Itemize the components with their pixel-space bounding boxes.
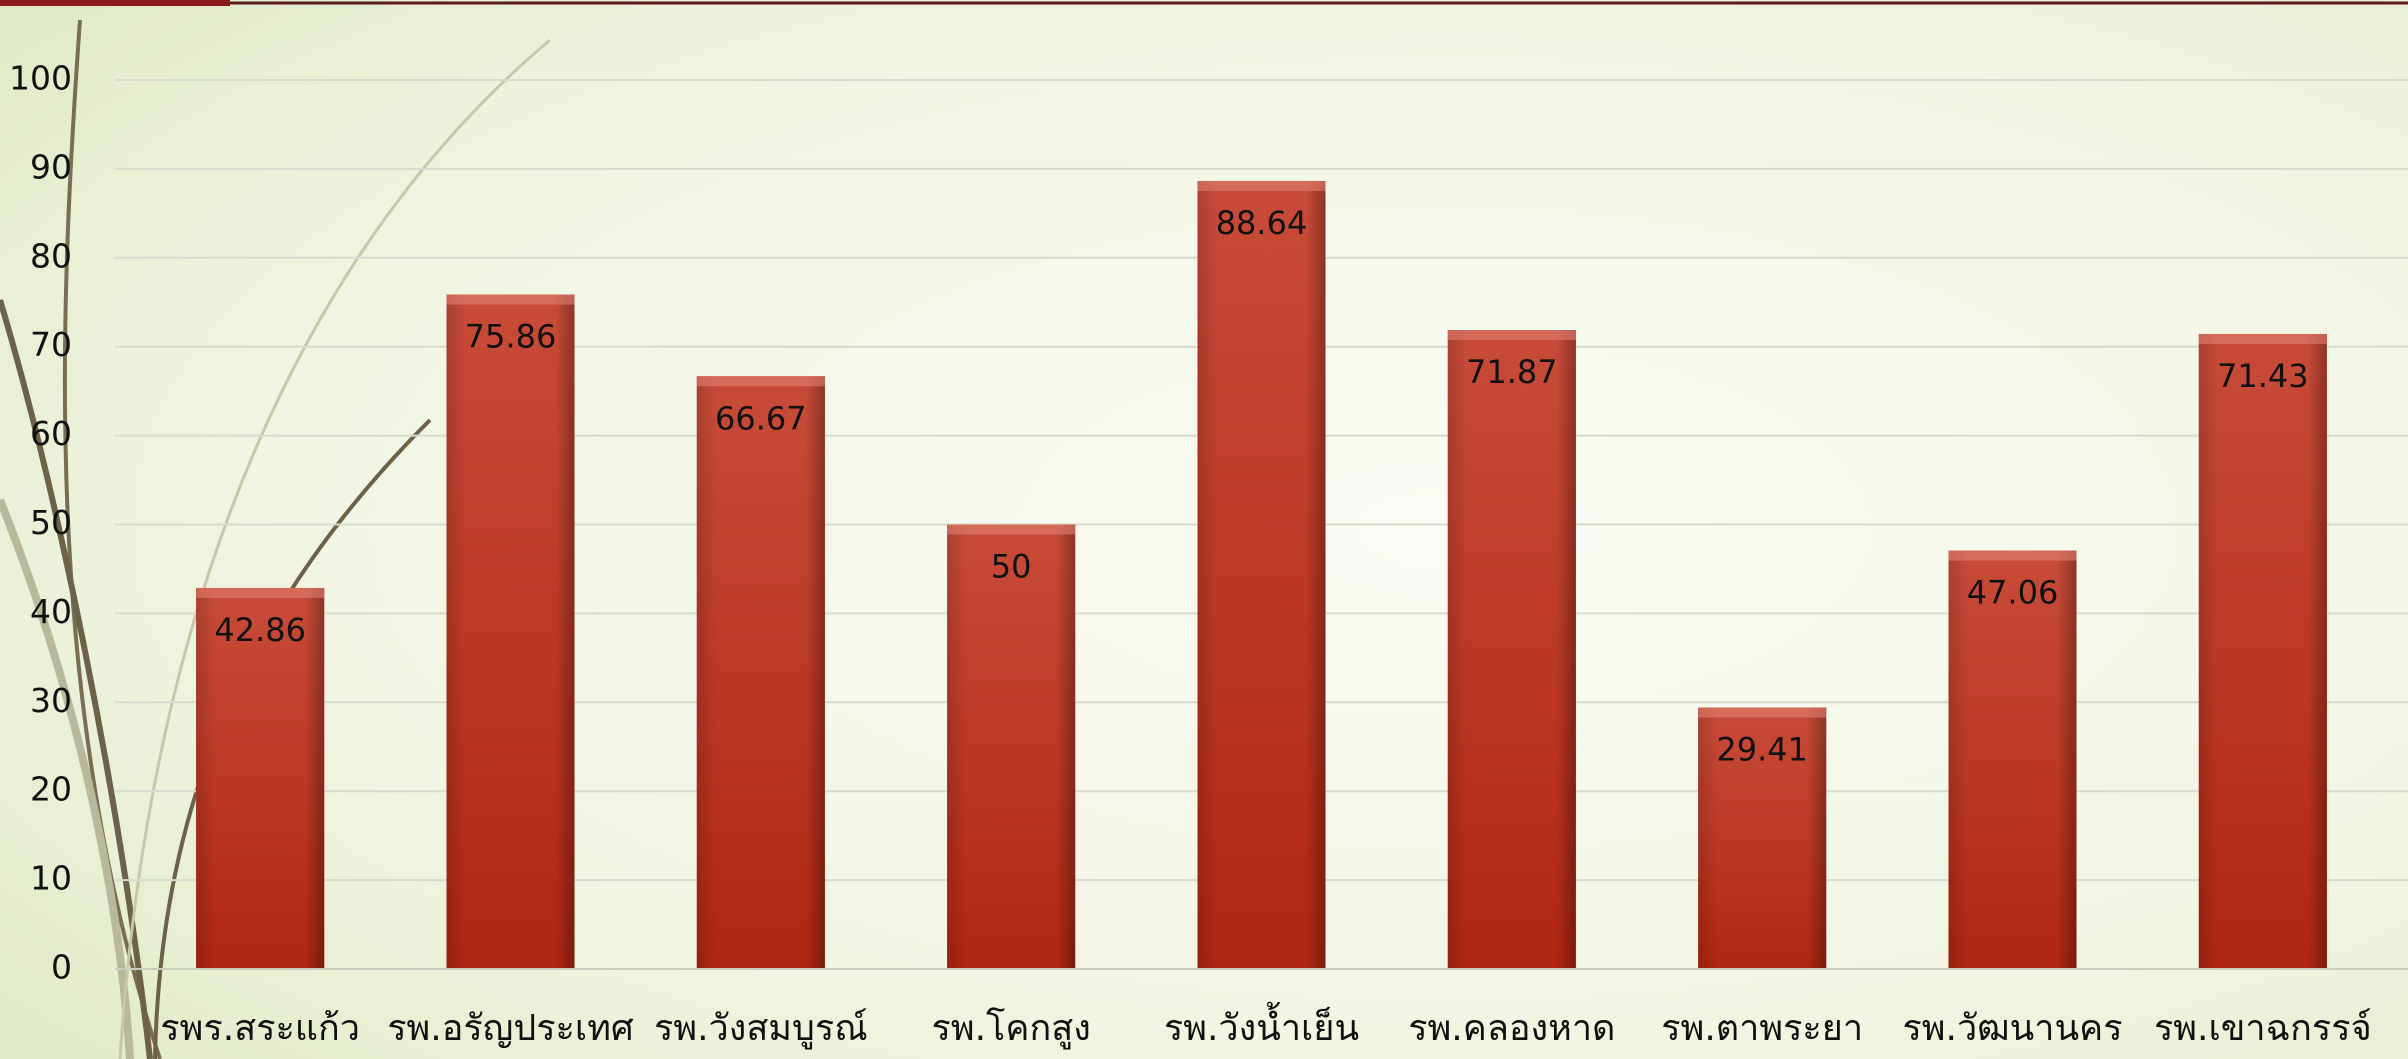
value-label: 29.41 xyxy=(1716,731,1808,769)
value-label: 50 xyxy=(991,548,1032,586)
bar-top xyxy=(696,376,825,387)
bar-bevel xyxy=(196,587,325,969)
plot: 0 10 20 30 40 50 60 70 80 90 100 42.86 รพร.สระแก้ว 75… xyxy=(9,59,2408,1050)
bar-bevel xyxy=(2198,333,2327,969)
bar-bevel xyxy=(1948,550,2077,969)
bar-top xyxy=(1197,180,1326,191)
x-tick-label: รพ.คลองหาด xyxy=(1408,1008,1615,1049)
x-tick-label: รพร.สระแก้ว xyxy=(160,1008,360,1049)
x-tick-label: รพ.เขาฉกรรจ์ xyxy=(2154,1008,2372,1049)
y-tick-label: 80 xyxy=(30,236,72,275)
bar-bevel xyxy=(696,376,825,969)
y-tick-label: 60 xyxy=(30,414,72,453)
bar-top xyxy=(1948,550,2077,561)
value-label: 71.87 xyxy=(1466,353,1558,391)
y-tick-label: 20 xyxy=(30,770,72,809)
x-tick-label: รพ.วังสมบูรณ์ xyxy=(654,1008,868,1050)
bar-bevel xyxy=(1197,180,1326,969)
bar-bevel xyxy=(1698,707,1827,969)
y-tick-label: 70 xyxy=(30,325,72,364)
x-tick-label: รพ.โคกสูง xyxy=(932,1007,1091,1050)
bar-bevel xyxy=(1447,330,1576,970)
decor xyxy=(0,19,551,1059)
y-tick-label: 90 xyxy=(30,147,72,186)
x-tick-label: รพ.วังน้ำเย็น xyxy=(1164,1001,1359,1049)
value-label: 42.86 xyxy=(214,611,306,649)
y-tick-label: 30 xyxy=(30,681,72,720)
x-tick-label: รพ.ตาพระยา xyxy=(1661,1008,1863,1049)
value-label: 66.67 xyxy=(715,399,807,437)
value-label: 71.43 xyxy=(2217,357,2309,395)
value-label: 88.64 xyxy=(1216,204,1308,242)
value-label: 47.06 xyxy=(1967,574,2059,612)
y-tick-label: 40 xyxy=(30,592,72,631)
x-tick-label: รพ.วัฒนานคร xyxy=(1902,1008,2122,1049)
bar-bevel xyxy=(947,524,1076,969)
y-tick-label: 50 xyxy=(30,503,72,542)
y-tick-label: 100 xyxy=(9,59,72,98)
bar-top xyxy=(1447,330,1576,341)
bar-top xyxy=(2198,333,2327,344)
bar-top xyxy=(196,587,325,598)
bar-bevel xyxy=(446,294,575,969)
y-tick-label: 10 xyxy=(30,859,72,898)
bar-top xyxy=(947,524,1076,535)
bar-top xyxy=(446,294,575,305)
value-label: 75.86 xyxy=(465,318,557,356)
x-tick-label: รพ.อรัญประเทศ xyxy=(387,1008,634,1049)
y-tick-label: 0 xyxy=(51,948,72,987)
bar-top xyxy=(1698,707,1827,718)
